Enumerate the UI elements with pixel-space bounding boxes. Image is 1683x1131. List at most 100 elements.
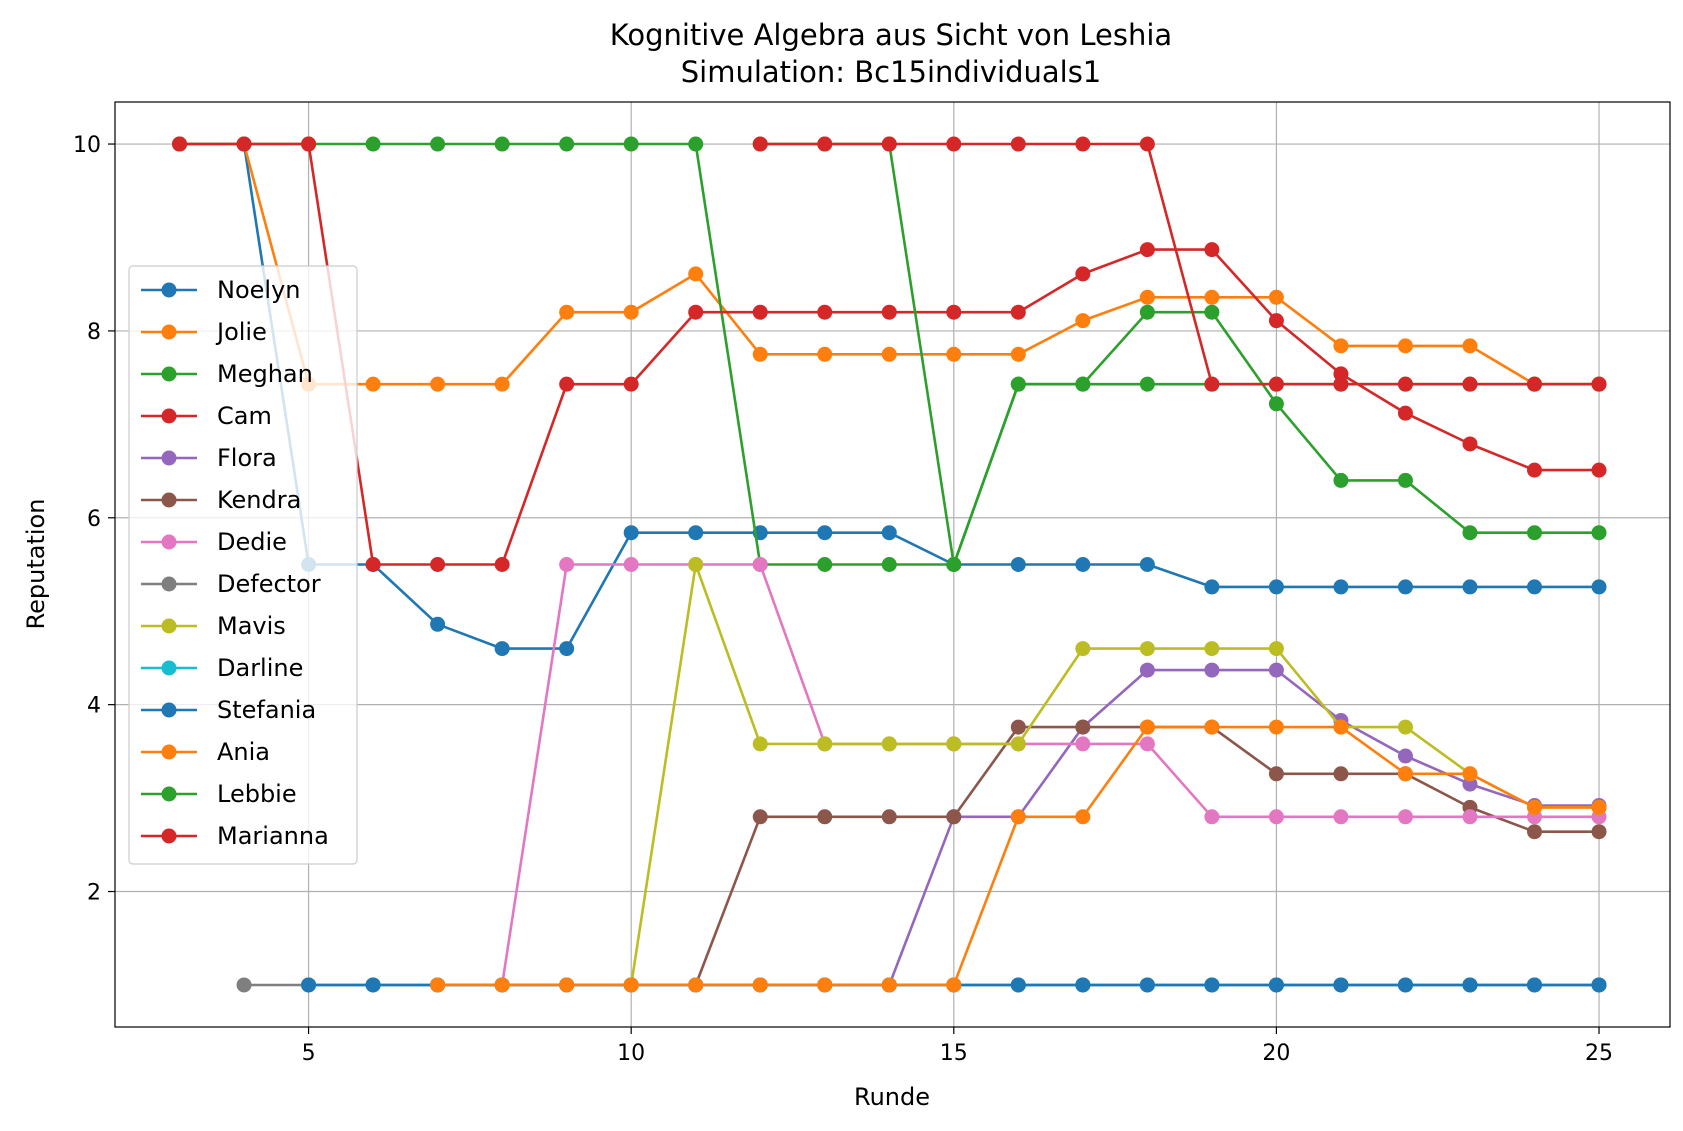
data-point-cam bbox=[1075, 266, 1091, 282]
legend-label-marianna: Marianna bbox=[217, 822, 329, 850]
legend-label-dedie: Dedie bbox=[217, 528, 287, 556]
data-point-jolie bbox=[365, 376, 381, 392]
data-point-ania bbox=[1075, 809, 1091, 825]
data-point-marianna bbox=[1397, 376, 1413, 392]
data-point-noelyn bbox=[559, 641, 575, 657]
data-point-meghan bbox=[1139, 376, 1155, 392]
data-point-ania bbox=[430, 977, 446, 993]
data-point-noelyn bbox=[1139, 557, 1155, 572]
data-point-stefania bbox=[1139, 977, 1155, 993]
data-point-mavis bbox=[1397, 719, 1413, 735]
data-point-kendra bbox=[752, 809, 768, 825]
data-point-meghan bbox=[881, 557, 897, 572]
data-point-kendra bbox=[1075, 719, 1091, 735]
data-point-defector bbox=[236, 977, 252, 993]
data-point-kendra bbox=[1591, 824, 1607, 840]
data-point-jolie bbox=[1010, 346, 1026, 362]
data-point-cam bbox=[623, 376, 639, 392]
legend-marker-darline bbox=[161, 660, 177, 676]
legend-label-jolie: Jolie bbox=[215, 318, 267, 346]
plot-frame bbox=[114, 101, 1671, 1028]
data-point-ania bbox=[1527, 799, 1543, 815]
data-point-marianna bbox=[1075, 136, 1091, 152]
data-point-cam bbox=[1333, 366, 1349, 382]
data-point-kendra bbox=[1268, 766, 1284, 782]
data-point-mavis bbox=[1204, 641, 1220, 657]
data-point-jolie bbox=[1204, 289, 1220, 305]
data-point-jolie bbox=[494, 376, 510, 392]
data-point-dedie bbox=[1333, 809, 1349, 825]
data-point-marianna bbox=[1462, 376, 1478, 392]
series-cam bbox=[172, 136, 1607, 572]
series-jolie bbox=[172, 136, 1607, 392]
data-point-mavis bbox=[1139, 641, 1155, 657]
series-line-marianna bbox=[760, 142, 1599, 386]
series-lines bbox=[172, 136, 1607, 993]
data-point-stefania bbox=[1268, 977, 1284, 993]
data-point-mavis bbox=[688, 557, 704, 572]
axis-ticks: 5 10 15 20 25 2 4 6 8 10 bbox=[73, 133, 1613, 1066]
data-point-mavis bbox=[1010, 736, 1026, 752]
data-point-ania bbox=[1333, 719, 1349, 735]
data-point-ania bbox=[623, 977, 639, 993]
data-point-noelyn bbox=[881, 525, 897, 541]
legend-marker-flora bbox=[161, 450, 177, 466]
series-ania bbox=[430, 719, 1607, 993]
data-point-ania bbox=[1591, 799, 1607, 815]
data-point-ania bbox=[1010, 809, 1026, 825]
data-point-cam bbox=[236, 136, 252, 152]
data-point-jolie bbox=[1397, 338, 1413, 354]
data-point-stefania bbox=[1333, 977, 1349, 993]
data-point-marianna bbox=[817, 136, 833, 152]
data-point-flora bbox=[1268, 662, 1284, 678]
chart-subtitle: Simulation: Bc15individuals1 bbox=[681, 55, 1102, 89]
legend-marker-cam bbox=[161, 408, 177, 424]
x-tick-label: 15 bbox=[940, 1041, 968, 1066]
data-point-stefania bbox=[1010, 977, 1026, 993]
legend-marker-lebbie bbox=[161, 786, 177, 802]
legend-box bbox=[128, 265, 358, 865]
data-point-dedie bbox=[1139, 736, 1155, 752]
data-point-noelyn bbox=[688, 525, 704, 541]
data-point-marianna bbox=[881, 136, 897, 152]
legend-marker-noelyn bbox=[161, 282, 177, 298]
data-point-ania bbox=[817, 977, 833, 993]
data-point-noelyn bbox=[1268, 579, 1284, 595]
data-point-flora bbox=[1139, 662, 1155, 678]
data-point-noelyn bbox=[1204, 579, 1220, 595]
data-point-dedie bbox=[1075, 736, 1091, 752]
legend-marker-marianna bbox=[161, 828, 177, 844]
series-line-dedie bbox=[500, 563, 1599, 986]
data-point-ania bbox=[1139, 719, 1155, 735]
legend-label-cam: Cam bbox=[217, 402, 272, 430]
data-point-noelyn bbox=[817, 525, 833, 541]
data-point-kendra bbox=[946, 809, 962, 825]
legend-marker-dedie bbox=[161, 534, 177, 550]
data-point-marianna bbox=[1010, 136, 1026, 152]
legend-label-mavis: Mavis bbox=[217, 612, 286, 640]
data-point-cam bbox=[1462, 436, 1478, 452]
data-point-meghan bbox=[817, 557, 833, 572]
data-point-cam bbox=[1204, 242, 1220, 258]
legend-marker-meghan bbox=[161, 366, 177, 382]
legend-marker-kendra bbox=[161, 492, 177, 508]
data-point-lebbie bbox=[1010, 376, 1026, 392]
data-point-lebbie bbox=[946, 557, 962, 572]
data-point-dedie bbox=[623, 557, 639, 572]
data-point-dedie bbox=[1397, 809, 1413, 825]
data-point-noelyn bbox=[1010, 557, 1026, 572]
legend-label-stefania: Stefania bbox=[217, 696, 316, 724]
data-point-cam bbox=[1268, 313, 1284, 329]
data-point-jolie bbox=[1075, 313, 1091, 329]
data-point-noelyn bbox=[1462, 579, 1478, 595]
data-point-noelyn bbox=[1527, 579, 1543, 595]
data-point-meghan bbox=[430, 136, 446, 152]
data-point-stefania bbox=[1462, 977, 1478, 993]
data-point-mavis bbox=[1268, 641, 1284, 657]
data-point-ania bbox=[946, 977, 962, 993]
data-point-jolie bbox=[1333, 338, 1349, 354]
data-point-noelyn bbox=[494, 641, 510, 657]
data-point-jolie bbox=[688, 266, 704, 282]
series-line-flora bbox=[888, 668, 1599, 986]
data-point-dedie bbox=[559, 557, 575, 572]
